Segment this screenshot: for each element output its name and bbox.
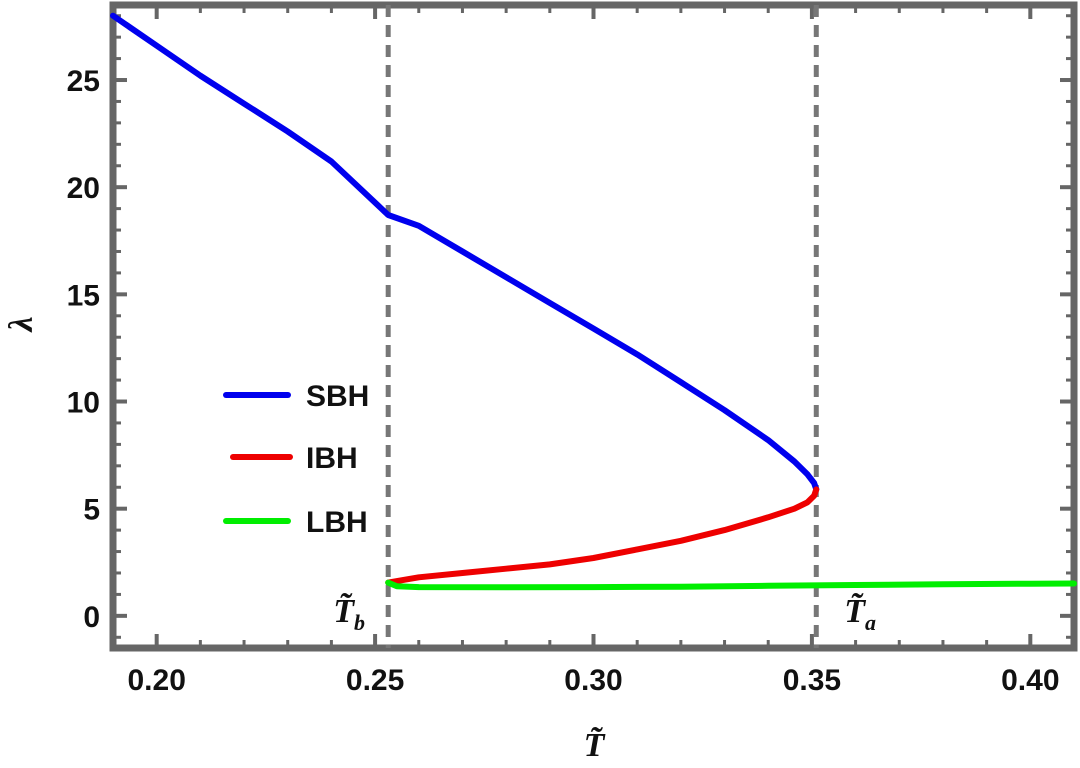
x-tick-label: 0.40	[1001, 664, 1059, 697]
y-tick-label: 25	[67, 65, 100, 98]
y-tick-label: 5	[83, 494, 100, 527]
series-line-lbh	[385, 579, 1077, 591]
x-axis-label: T̃	[584, 727, 606, 764]
series-line-ibh	[385, 486, 820, 586]
series-line-sbh	[110, 12, 820, 493]
legend-label-ibh: IBH	[306, 442, 358, 475]
y-tick-label: 0	[83, 601, 100, 634]
x-tick-label: 0.30	[564, 664, 622, 697]
vline-label-b: T̃b	[333, 593, 365, 635]
vline-label-a: T̃a	[844, 593, 876, 635]
y-tick-label: 10	[67, 387, 100, 420]
x-tick-label: 0.20	[127, 664, 185, 697]
y-tick-label: 15	[67, 279, 100, 312]
legend-label-lbh: LBH	[306, 506, 368, 539]
y-axis-label: λ	[3, 316, 40, 333]
y-tick-label: 20	[67, 172, 100, 205]
legend-label-sbh: SBH	[306, 380, 369, 413]
x-tick-label: 0.35	[783, 664, 841, 697]
x-tick-label: 0.25	[346, 664, 404, 697]
